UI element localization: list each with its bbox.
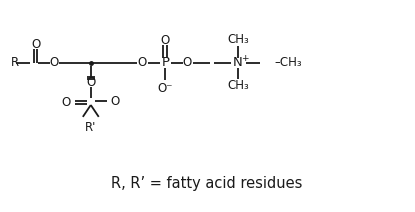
- Text: R, R’ = fatty acid residues: R, R’ = fatty acid residues: [111, 176, 303, 191]
- Text: CH₃: CH₃: [227, 33, 249, 46]
- Text: O: O: [86, 76, 95, 89]
- Text: O: O: [111, 95, 120, 107]
- Text: O: O: [62, 96, 71, 109]
- Text: –CH₃: –CH₃: [275, 56, 302, 69]
- Text: +: +: [241, 54, 249, 63]
- Text: CH₃: CH₃: [227, 79, 249, 92]
- Text: R: R: [11, 56, 20, 69]
- Text: O⁻: O⁻: [158, 82, 173, 95]
- Text: O: O: [49, 56, 59, 69]
- Text: O: O: [31, 38, 40, 51]
- Text: P: P: [161, 56, 169, 69]
- Text: N: N: [233, 56, 243, 69]
- Text: O: O: [161, 34, 170, 47]
- Text: O: O: [183, 56, 192, 69]
- Text: O: O: [138, 56, 147, 69]
- Text: R': R': [85, 121, 96, 134]
